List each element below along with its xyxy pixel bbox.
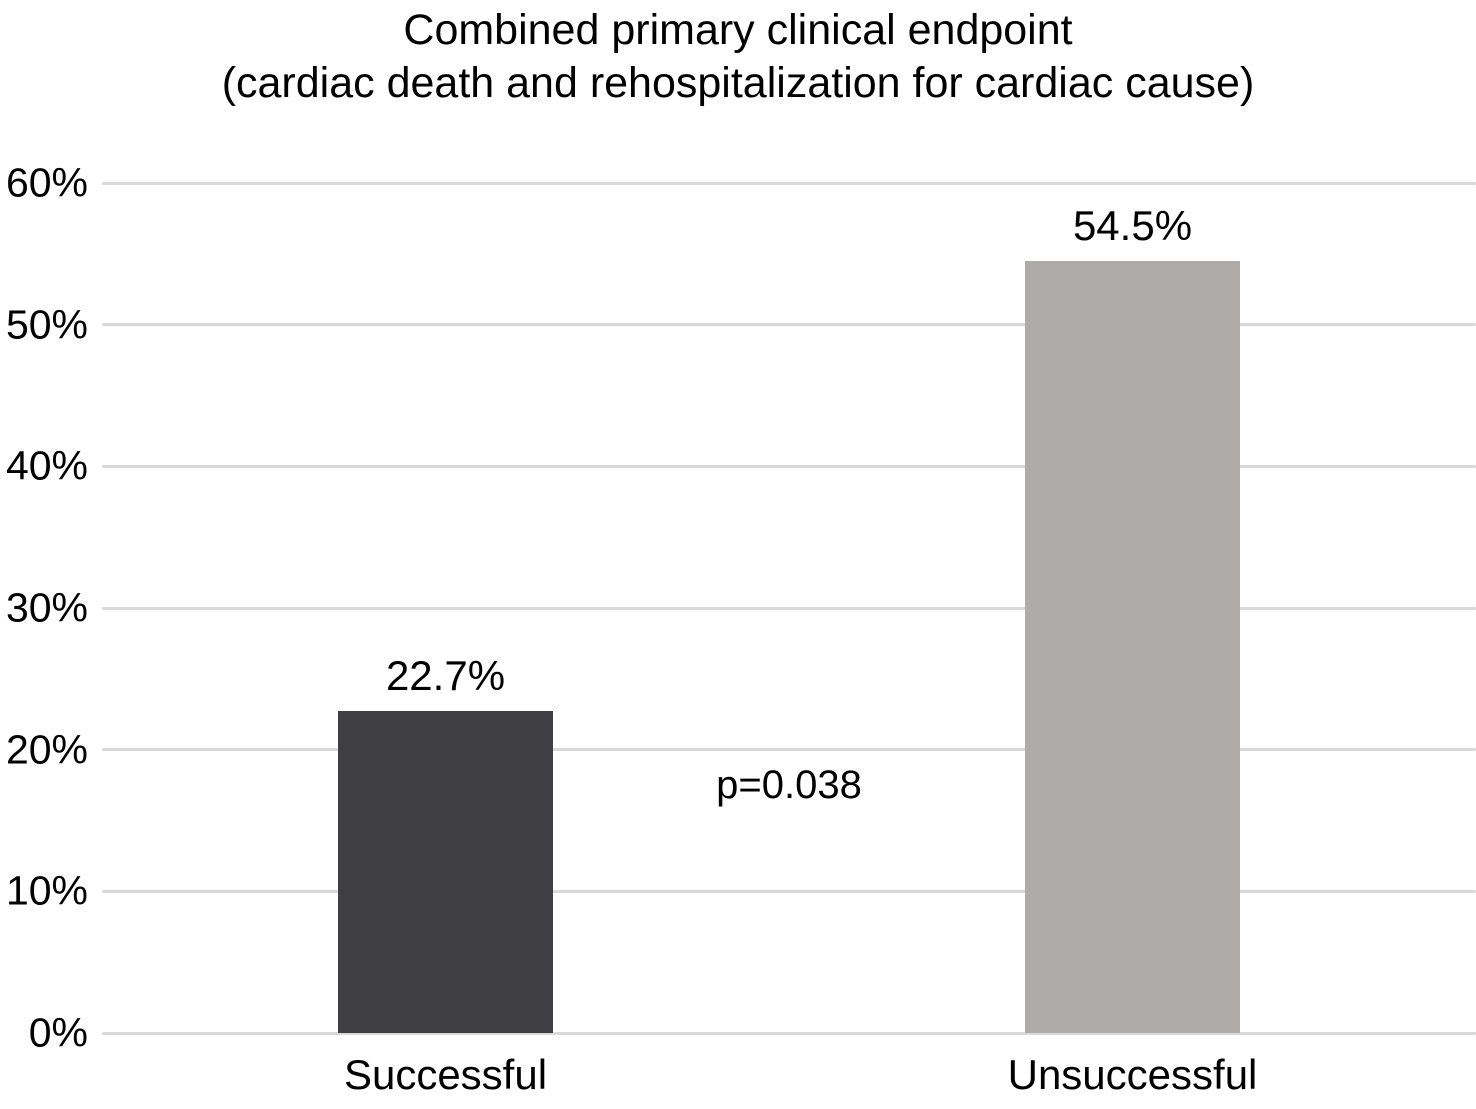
y-tick-label: 10% — [5, 867, 88, 914]
x-category-label: Successful — [343, 1051, 548, 1098]
y-tick-label: 60% — [5, 159, 88, 206]
x-category-label: Unsuccessful — [1007, 1051, 1258, 1098]
y-tick-label: 30% — [5, 584, 88, 631]
chart-title-line2: (cardiac death and rehospitalization for… — [221, 59, 1255, 107]
gridline — [102, 889, 1476, 893]
bar-unsuccessful — [1025, 260, 1240, 1033]
gridline — [102, 1031, 1476, 1035]
gridline — [102, 748, 1476, 752]
y-tick-label: 40% — [5, 442, 88, 489]
bar-successful — [338, 711, 553, 1033]
bar-value-label: 22.7% — [385, 652, 506, 700]
chart-title: Combined primary clinical endpoint (card… — [0, 4, 1476, 110]
gridline — [102, 464, 1476, 468]
chart-title-line1: Combined primary clinical endpoint — [403, 6, 1073, 54]
bar-value-label: 54.5% — [1072, 201, 1193, 249]
y-tick-label: 0% — [28, 1009, 88, 1056]
y-tick-label: 50% — [5, 301, 88, 348]
gridline — [102, 606, 1476, 610]
gridline — [102, 181, 1476, 185]
p-value-annotation: p=0.038 — [716, 763, 862, 808]
gridline — [102, 323, 1476, 327]
y-tick-label: 20% — [5, 726, 88, 773]
